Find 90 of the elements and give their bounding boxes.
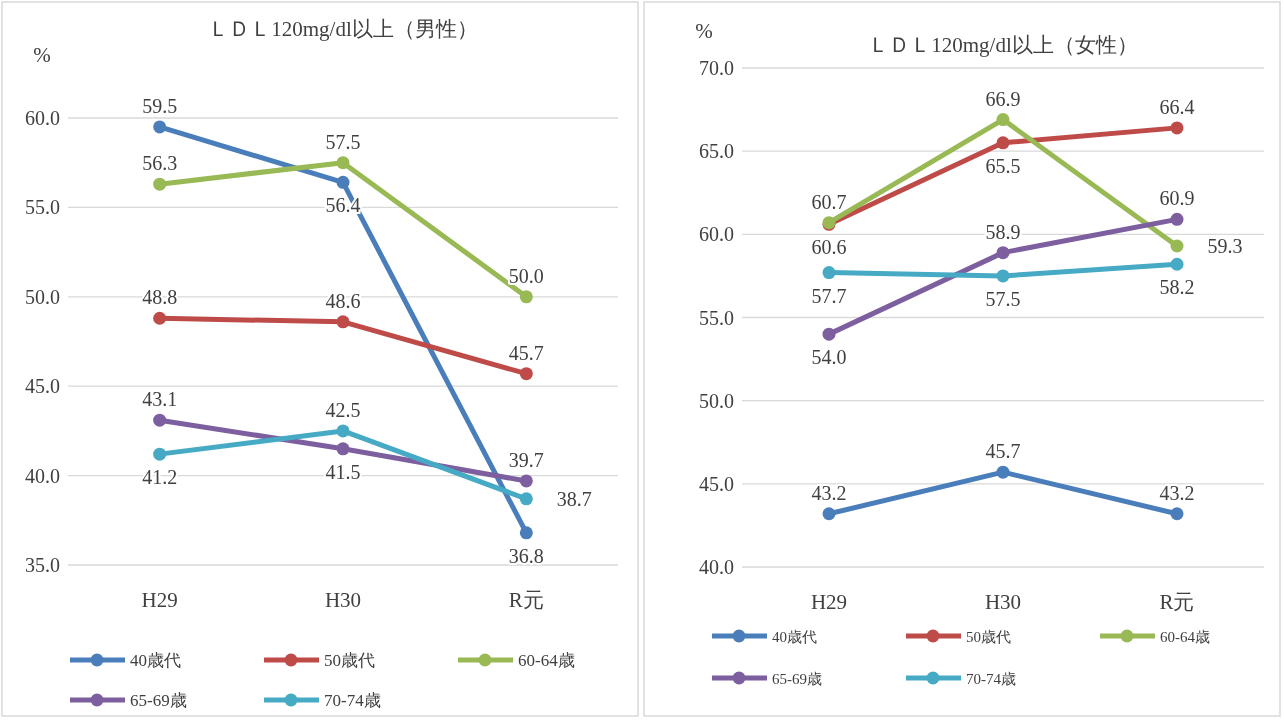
data-label: 48.6 <box>325 289 361 312</box>
point <box>1170 257 1184 271</box>
point <box>996 465 1010 479</box>
data-label: 65.5 <box>985 154 1021 177</box>
legend-label: 40歳代 <box>130 651 181 670</box>
data-label: 43.2 <box>811 481 847 504</box>
data-label: 38.7 <box>556 487 592 510</box>
data-label: 58.2 <box>1159 276 1195 299</box>
y-tick-label: 55.0 <box>25 196 60 219</box>
point <box>519 474 533 488</box>
y-axis-title: % <box>695 19 713 43</box>
x-tick-label: H29 <box>141 588 178 612</box>
point <box>336 315 350 329</box>
point <box>822 327 836 341</box>
data-label: 48.8 <box>142 286 178 309</box>
x-tick-label: R元 <box>508 588 544 612</box>
data-label: 60.9 <box>1159 187 1195 210</box>
y-tick-label: 55.0 <box>699 306 734 329</box>
x-tick-label: H30 <box>984 590 1022 614</box>
data-label: 58.9 <box>985 220 1021 243</box>
data-label: 45.7 <box>985 440 1021 463</box>
point <box>996 136 1010 150</box>
data-label: 41.5 <box>325 460 361 483</box>
data-label: 45.7 <box>508 341 544 364</box>
x-tick-label: H29 <box>810 590 848 614</box>
y-tick-label: 60.0 <box>699 223 734 246</box>
y-tick-label: 45.0 <box>25 375 60 398</box>
point <box>822 266 836 280</box>
legend-label: 60-64歳 <box>1160 629 1210 645</box>
legend-label: 70-74歳 <box>966 671 1016 687</box>
data-label: 66.9 <box>985 87 1021 110</box>
y-tick-label: 50.0 <box>25 285 60 308</box>
data-label: 56.3 <box>142 152 178 175</box>
data-label: 59.5 <box>142 94 178 117</box>
point <box>153 447 167 461</box>
legend-label: 60-64歳 <box>518 651 575 670</box>
point <box>1170 507 1184 521</box>
data-label: 41.2 <box>142 466 178 489</box>
data-label: 43.2 <box>1159 481 1195 504</box>
legend-label: 40歳代 <box>772 629 817 645</box>
point <box>822 507 836 521</box>
data-label: 54.0 <box>811 346 847 369</box>
point <box>1170 239 1184 253</box>
point <box>519 492 533 506</box>
point <box>996 246 1010 260</box>
point <box>336 156 350 170</box>
y-tick-label: 40.0 <box>25 464 60 487</box>
point <box>336 442 350 456</box>
data-label: 42.5 <box>325 398 361 421</box>
y-axis-title: % <box>33 43 51 67</box>
data-label: 57.5 <box>985 287 1021 310</box>
y-tick-label: 60.0 <box>25 107 60 129</box>
y-tick-label: 50.0 <box>699 389 734 412</box>
data-label: 43.1 <box>142 388 178 411</box>
data-label: 60.7 <box>811 190 847 213</box>
point <box>336 424 350 438</box>
y-tick-label: 35.0 <box>25 554 60 576</box>
legend-label: 70-74歳 <box>324 691 381 710</box>
data-label: 60.6 <box>811 236 847 259</box>
x-tick-label: R元 <box>1159 590 1195 614</box>
data-label: 57.5 <box>325 130 361 153</box>
point <box>153 120 167 134</box>
y-tick-label: 65.0 <box>699 140 734 163</box>
point <box>996 113 1010 127</box>
point <box>153 177 167 191</box>
point <box>519 526 533 540</box>
point <box>1170 121 1184 135</box>
point <box>153 311 167 325</box>
data-label: 59.3 <box>1207 234 1243 257</box>
point <box>153 413 167 427</box>
data-label: 36.8 <box>508 544 544 567</box>
legend-label: 50歳代 <box>966 629 1011 645</box>
data-label: 66.4 <box>1159 95 1195 118</box>
y-tick-label: 40.0 <box>699 556 734 578</box>
legend-label: 50歳代 <box>324 651 375 670</box>
y-tick-label: 70.0 <box>699 57 734 79</box>
point <box>519 290 533 304</box>
point <box>336 175 350 189</box>
legend-label: 65-69歳 <box>130 691 187 710</box>
legend-label: 65-69歳 <box>772 671 822 687</box>
x-tick-label: H30 <box>324 588 362 612</box>
data-label: 39.7 <box>508 448 544 471</box>
chart-title: ＬＤＬ120mg/dl以上（女性） <box>868 33 1138 57</box>
y-tick-label: 45.0 <box>699 472 734 495</box>
data-label: 57.7 <box>811 284 847 307</box>
point <box>996 269 1010 283</box>
point <box>1170 212 1184 226</box>
point <box>519 367 533 381</box>
chart-title: ＬＤＬ120mg/dl以上（男性） <box>208 17 478 41</box>
data-label: 50.0 <box>508 264 544 287</box>
